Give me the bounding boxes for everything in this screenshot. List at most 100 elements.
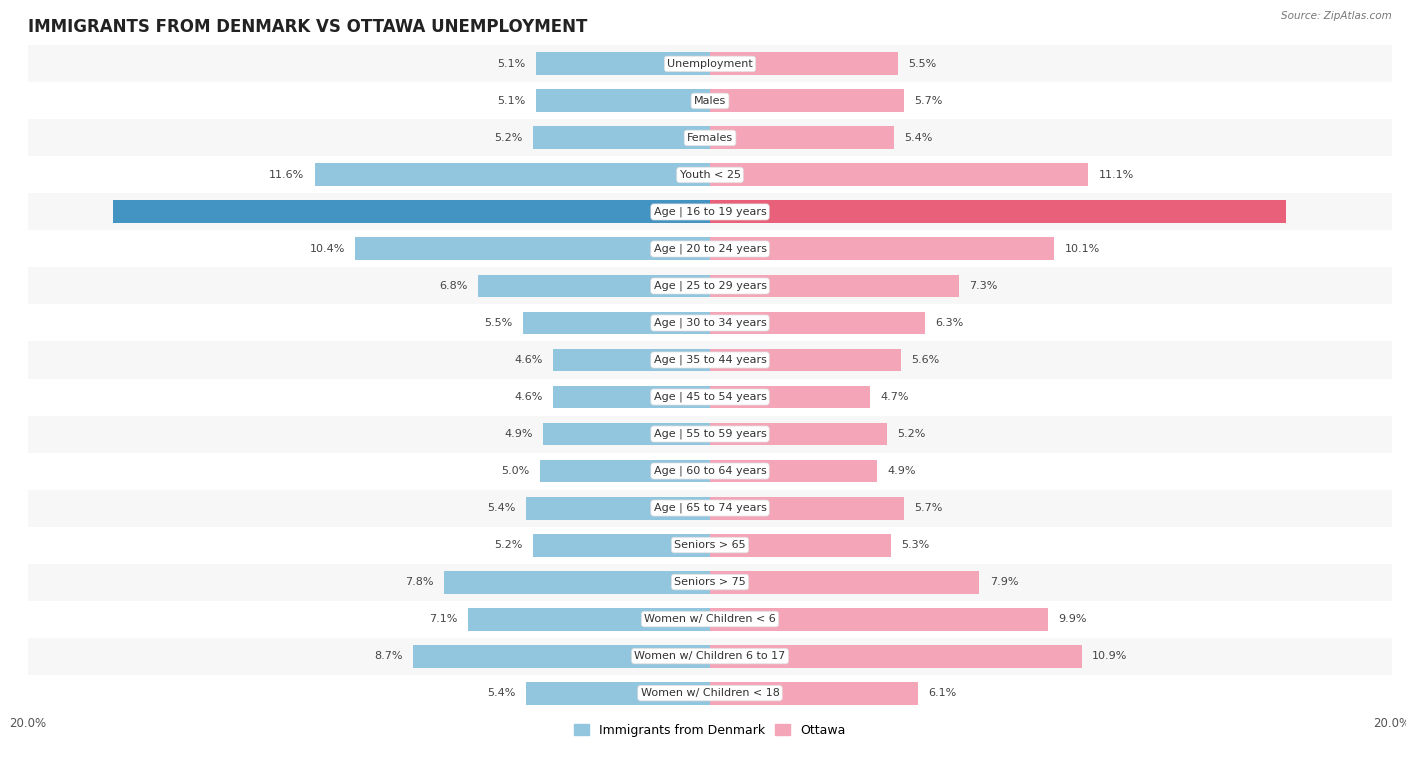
- Bar: [28, 527, 1392, 563]
- Text: Age | 35 to 44 years: Age | 35 to 44 years: [654, 355, 766, 365]
- Text: 4.6%: 4.6%: [515, 355, 543, 365]
- Text: 5.2%: 5.2%: [494, 133, 523, 143]
- Text: Males: Males: [695, 96, 725, 106]
- Bar: [114, 201, 710, 223]
- Bar: [28, 120, 1392, 157]
- Text: 6.1%: 6.1%: [928, 688, 956, 698]
- Bar: [710, 348, 901, 372]
- Text: Unemployment: Unemployment: [668, 59, 752, 69]
- Text: 5.7%: 5.7%: [915, 96, 943, 106]
- Bar: [444, 571, 710, 593]
- Text: 7.3%: 7.3%: [969, 281, 997, 291]
- Text: Seniors > 65: Seniors > 65: [675, 540, 745, 550]
- Text: 4.6%: 4.6%: [515, 392, 543, 402]
- Text: IMMIGRANTS FROM DENMARK VS OTTAWA UNEMPLOYMENT: IMMIGRANTS FROM DENMARK VS OTTAWA UNEMPL…: [28, 17, 588, 36]
- Text: 16.9%: 16.9%: [685, 207, 724, 217]
- Bar: [28, 600, 1392, 637]
- Text: 9.9%: 9.9%: [1057, 614, 1087, 624]
- Bar: [28, 453, 1392, 490]
- Bar: [28, 416, 1392, 453]
- Text: 5.4%: 5.4%: [904, 133, 932, 143]
- Text: Age | 20 to 24 years: Age | 20 to 24 years: [654, 244, 766, 254]
- Text: 5.5%: 5.5%: [484, 318, 512, 328]
- Text: 6.8%: 6.8%: [440, 281, 468, 291]
- Bar: [356, 238, 710, 260]
- Text: 8.7%: 8.7%: [374, 651, 404, 661]
- Text: Age | 45 to 54 years: Age | 45 to 54 years: [654, 392, 766, 402]
- Bar: [540, 459, 710, 482]
- Bar: [28, 490, 1392, 527]
- Text: Women w/ Children 6 to 17: Women w/ Children 6 to 17: [634, 651, 786, 661]
- Text: 4.9%: 4.9%: [887, 466, 915, 476]
- Bar: [710, 681, 918, 705]
- Text: 6.3%: 6.3%: [935, 318, 963, 328]
- Bar: [710, 497, 904, 519]
- Bar: [478, 275, 710, 298]
- Bar: [533, 126, 710, 149]
- Text: Age | 65 to 74 years: Age | 65 to 74 years: [654, 503, 766, 513]
- Bar: [553, 348, 710, 372]
- Text: Youth < 25: Youth < 25: [679, 170, 741, 180]
- Bar: [553, 385, 710, 409]
- Bar: [533, 534, 710, 556]
- Bar: [710, 312, 925, 335]
- Bar: [710, 385, 870, 409]
- Bar: [315, 164, 710, 186]
- Legend: Immigrants from Denmark, Ottawa: Immigrants from Denmark, Ottawa: [569, 719, 851, 742]
- Text: 7.9%: 7.9%: [990, 577, 1018, 587]
- Text: Women w/ Children < 6: Women w/ Children < 6: [644, 614, 776, 624]
- Text: 5.4%: 5.4%: [488, 503, 516, 513]
- Bar: [710, 201, 1286, 223]
- Bar: [28, 674, 1392, 712]
- Bar: [28, 230, 1392, 267]
- Text: 4.7%: 4.7%: [880, 392, 910, 402]
- Bar: [28, 637, 1392, 674]
- Text: Seniors > 75: Seniors > 75: [673, 577, 747, 587]
- Bar: [526, 681, 710, 705]
- Text: 5.3%: 5.3%: [901, 540, 929, 550]
- Bar: [28, 304, 1392, 341]
- Text: 4.9%: 4.9%: [505, 429, 533, 439]
- Text: 5.4%: 5.4%: [488, 688, 516, 698]
- Bar: [710, 459, 877, 482]
- Bar: [543, 422, 710, 445]
- Text: Age | 55 to 59 years: Age | 55 to 59 years: [654, 428, 766, 439]
- Bar: [710, 238, 1054, 260]
- Text: Source: ZipAtlas.com: Source: ZipAtlas.com: [1281, 11, 1392, 21]
- Bar: [710, 89, 904, 112]
- Text: 11.6%: 11.6%: [269, 170, 304, 180]
- Text: 5.1%: 5.1%: [498, 96, 526, 106]
- Text: 11.1%: 11.1%: [1098, 170, 1135, 180]
- Bar: [536, 52, 710, 76]
- Bar: [468, 608, 710, 631]
- Bar: [413, 645, 710, 668]
- Bar: [28, 83, 1392, 120]
- Text: Age | 30 to 34 years: Age | 30 to 34 years: [654, 318, 766, 329]
- Bar: [28, 563, 1392, 600]
- Bar: [710, 275, 959, 298]
- Text: 5.6%: 5.6%: [911, 355, 939, 365]
- Text: Age | 60 to 64 years: Age | 60 to 64 years: [654, 466, 766, 476]
- Bar: [523, 312, 710, 335]
- Bar: [710, 126, 894, 149]
- Text: 5.0%: 5.0%: [501, 466, 529, 476]
- Bar: [710, 164, 1088, 186]
- Text: 5.7%: 5.7%: [915, 503, 943, 513]
- Text: 5.5%: 5.5%: [908, 59, 936, 69]
- Text: Age | 16 to 19 years: Age | 16 to 19 years: [654, 207, 766, 217]
- Bar: [28, 157, 1392, 194]
- Text: 17.5%: 17.5%: [696, 207, 735, 217]
- Bar: [710, 534, 891, 556]
- Text: 10.9%: 10.9%: [1092, 651, 1128, 661]
- Bar: [710, 52, 897, 76]
- Bar: [526, 497, 710, 519]
- Bar: [710, 645, 1081, 668]
- Text: 7.1%: 7.1%: [429, 614, 458, 624]
- Text: Age | 25 to 29 years: Age | 25 to 29 years: [654, 281, 766, 291]
- Text: 5.2%: 5.2%: [494, 540, 523, 550]
- Bar: [28, 267, 1392, 304]
- Bar: [710, 571, 980, 593]
- Text: 5.2%: 5.2%: [897, 429, 927, 439]
- Bar: [28, 194, 1392, 230]
- Text: 5.1%: 5.1%: [498, 59, 526, 69]
